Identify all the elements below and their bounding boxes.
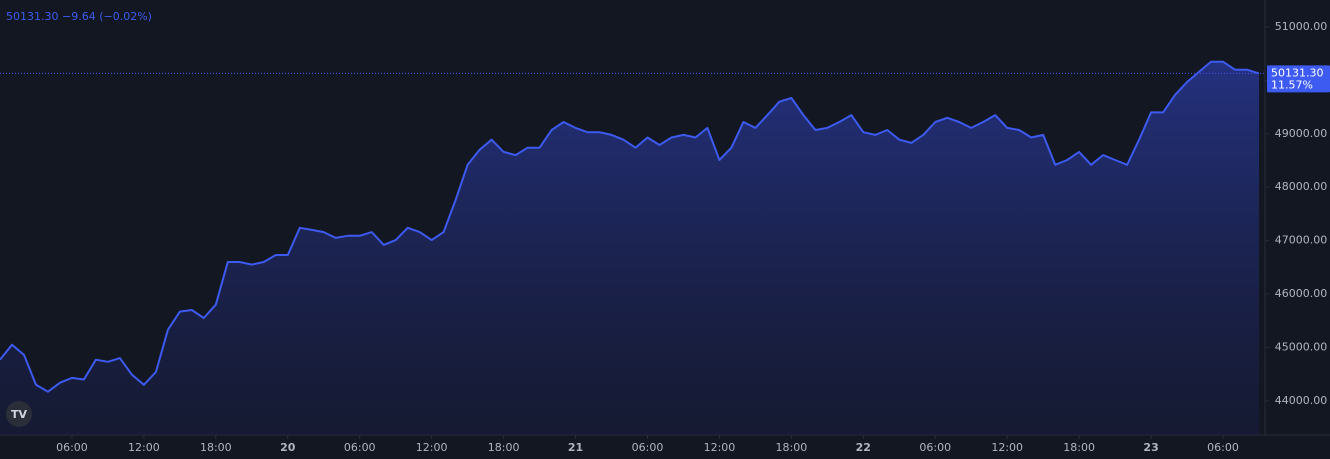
x-tick-label: 21 [568, 441, 583, 454]
y-tick-label: 48000.00 [1275, 180, 1328, 193]
y-tick-label: 44000.00 [1275, 394, 1328, 407]
last-price-box [1267, 65, 1330, 93]
x-tick-label: 12:00 [704, 441, 736, 454]
y-tick-label: 49000.00 [1275, 127, 1328, 140]
last-price-label: 50131.30 [1271, 66, 1324, 79]
x-tick-label: 06:00 [344, 441, 376, 454]
x-tick-label: 06:00 [632, 441, 664, 454]
y-tick-label: 47000.00 [1275, 234, 1328, 247]
percent-label: 11.57% [1271, 78, 1313, 91]
x-tick-label: 18:00 [1063, 441, 1095, 454]
x-tick-label: 12:00 [128, 441, 160, 454]
area-fill [0, 61, 1259, 435]
y-tick-label: 51000.00 [1275, 20, 1328, 33]
price-line [0, 60, 1260, 393]
plot [0, 60, 1265, 435]
tv-logo: TV [6, 401, 32, 427]
x-tick-label: 20 [280, 441, 296, 454]
x-tick-label: 18:00 [776, 441, 808, 454]
x-tick-label: 23 [1143, 441, 1158, 454]
y-tick-label: 45000.00 [1275, 340, 1328, 353]
y-tick-label: 46000.00 [1275, 287, 1328, 300]
svg-text:TV: TV [11, 408, 28, 421]
header-price: 50131.30 [6, 10, 59, 23]
x-tick-label: 06:00 [1207, 441, 1239, 454]
x-tick-label: 18:00 [488, 441, 520, 454]
x-tick-label: 12:00 [416, 441, 448, 454]
header-change: −9.64 (−0.02%) [62, 10, 152, 23]
x-tick-label: 06:00 [919, 441, 951, 454]
x-tick-label: 06:00 [56, 441, 88, 454]
x-tick-label: 18:00 [200, 441, 232, 454]
x-tick-label: 22 [856, 441, 871, 454]
x-tick-label: 12:00 [991, 441, 1023, 454]
